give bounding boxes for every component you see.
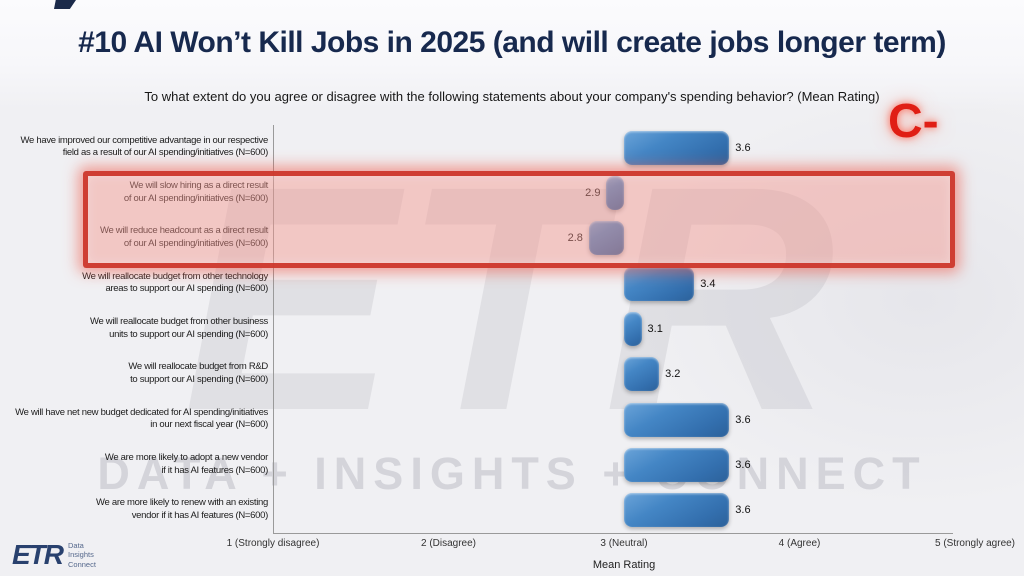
x-axis-tick: 2 (Disagree) — [420, 538, 477, 549]
x-axis-tick: 3 (Neutral) — [600, 538, 648, 549]
mean-rating-bar — [624, 312, 642, 346]
category-label: We will slow hiring as a direct result o… — [123, 180, 268, 204]
etr-logo-line-connect: Connect — [68, 559, 96, 569]
x-axis-tick: 1 (Strongly disagree) — [226, 538, 320, 549]
value-label: 2.9 — [585, 187, 601, 199]
value-label: 2.8 — [567, 232, 583, 245]
mean-rating-bar — [606, 176, 624, 210]
mean-rating-bar — [624, 357, 660, 392]
value-label: 3.6 — [735, 141, 751, 154]
category-label: We will have net new budget dedicated fo… — [15, 406, 268, 431]
etr-logo: ETR Data Insights Connect — [12, 539, 96, 571]
slide-corner-mark — [54, 0, 76, 9]
category-label: We have improved our competitive advanta… — [20, 134, 269, 159]
category-label: We will reallocate budget from other bus… — [89, 316, 268, 340]
watermark-tagline: DATA + INSIGHTS + CONNECT — [97, 448, 927, 499]
category-label: We are more likely to adopt a new vendor… — [104, 452, 268, 476]
etr-logo-line-insights: Insights — [68, 550, 94, 560]
etr-logo-lines: Data Insights Connect — [68, 541, 96, 569]
mean-rating-bar — [624, 493, 730, 528]
category-label: We are more likely to renew with an exis… — [96, 497, 268, 522]
y-axis-line — [273, 125, 274, 533]
highlight-annotation-box — [83, 171, 955, 268]
mean-rating-bar — [624, 266, 695, 301]
category-label: We will reallocate budget from other tec… — [82, 270, 268, 295]
etr-logo-line-data: Data — [68, 540, 84, 550]
value-label: 3.1 — [647, 323, 663, 335]
x-axis-line — [273, 533, 953, 534]
category-label: We will reduce headcount as a direct res… — [99, 225, 268, 250]
x-axis-tick: 4 (Agree) — [778, 538, 821, 549]
value-label: 3.4 — [700, 277, 716, 290]
x-axis-tick: 5 (Strongly agree) — [934, 538, 1016, 549]
category-label: We will reallocate budget from R&D to su… — [128, 361, 268, 386]
grade-annotation: C- — [888, 95, 939, 148]
mean-rating-bar — [624, 448, 730, 482]
etr-logo-text: ETR — [12, 539, 64, 570]
mean-rating-bar — [624, 402, 730, 437]
value-label: 3.6 — [735, 459, 751, 471]
value-label: 3.2 — [665, 368, 681, 381]
mean-rating-bar — [588, 221, 624, 256]
x-axis-title: Mean Rating — [592, 559, 656, 571]
page-title: #10 AI Won’t Kill Jobs in 2025 (and will… — [78, 26, 946, 59]
mean-rating-bar — [624, 130, 730, 165]
value-label: 3.6 — [735, 413, 751, 426]
chart-question: To what extent do you agree or disagree … — [144, 89, 880, 104]
value-label: 3.6 — [735, 504, 751, 517]
